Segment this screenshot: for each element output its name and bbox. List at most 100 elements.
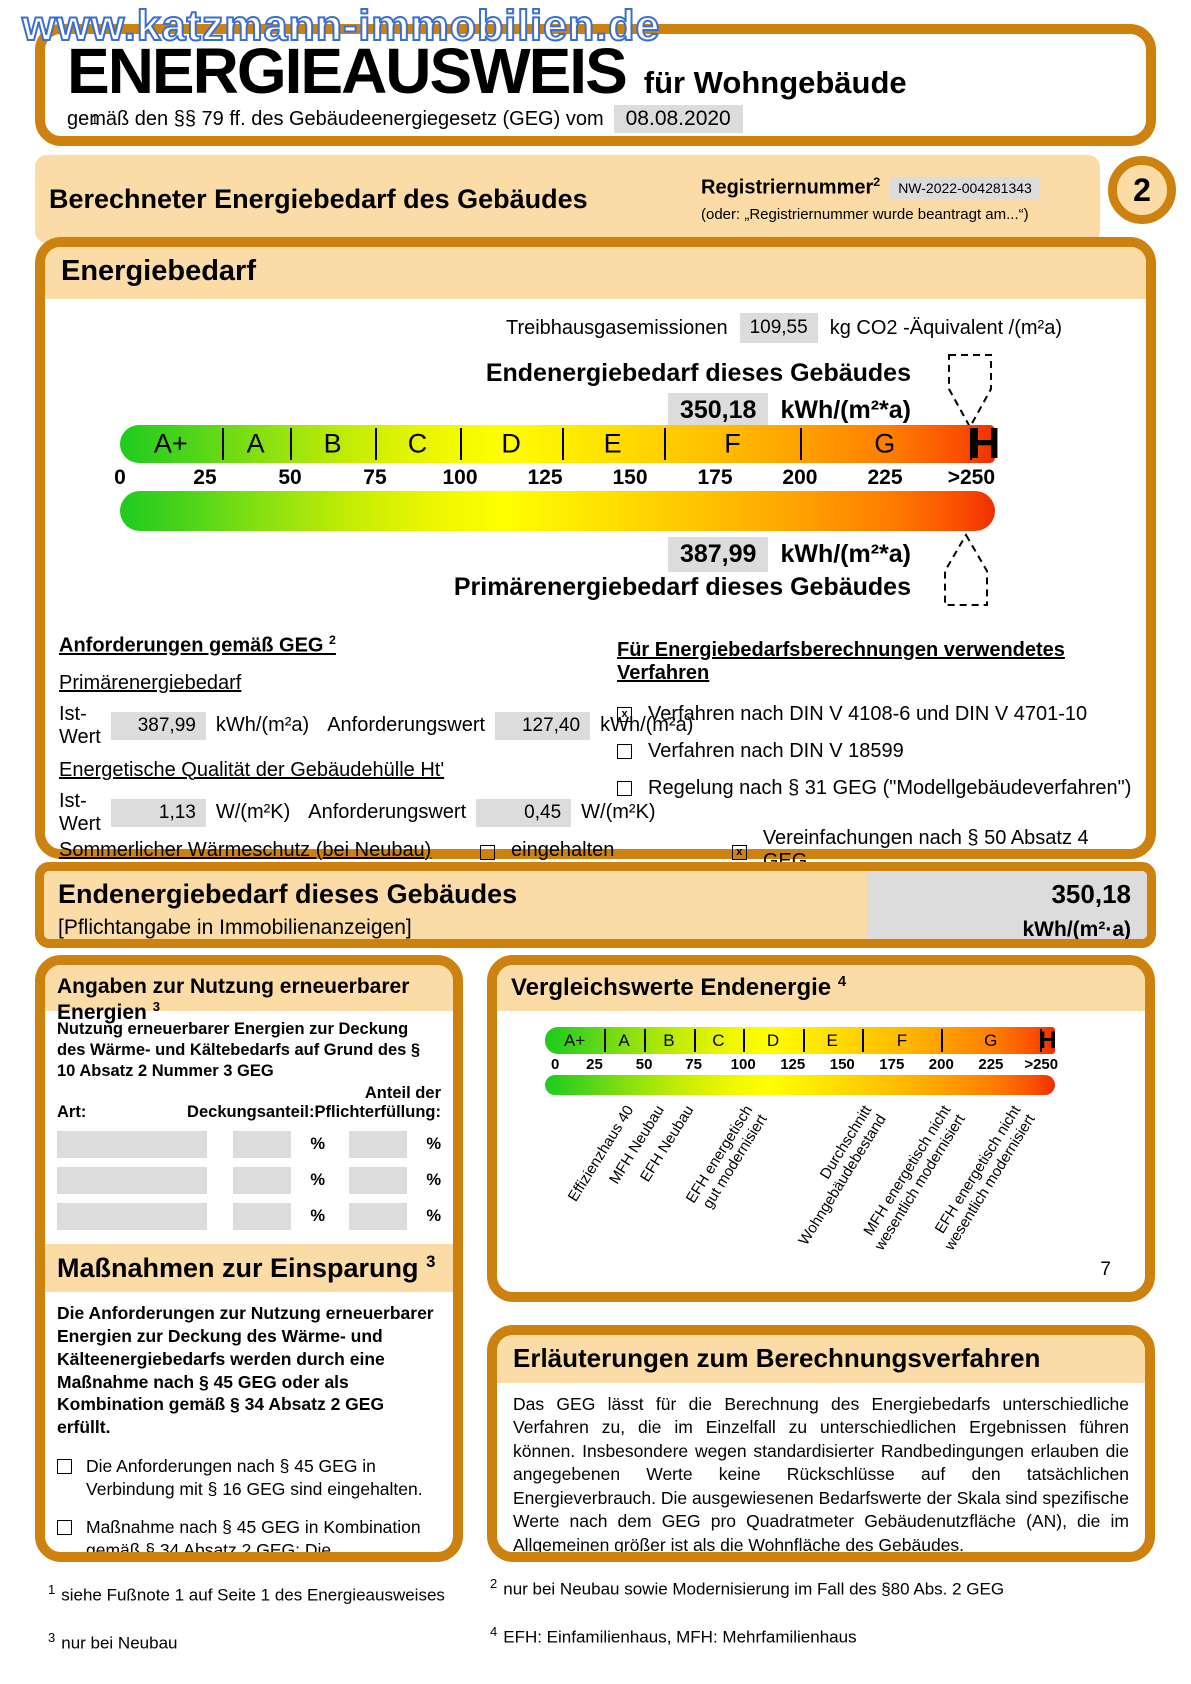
percent-sign: % xyxy=(310,1171,325,1190)
envelope-ist-value-field: 1,13 xyxy=(110,798,206,827)
final-energy-band: Endenergiebedarf dieses Gebäudes [Pflich… xyxy=(35,862,1156,948)
scale-class-label: G xyxy=(984,1030,998,1050)
scale-class-label: A xyxy=(246,428,265,459)
scale-tick: 125 xyxy=(780,1056,806,1073)
summer-heat-row: Sommerlicher Wärmeschutz (bei Neubau) ei… xyxy=(59,827,1132,873)
method-option-row: Verfahren nach DIN V 18599 xyxy=(617,740,1157,763)
method-option-row: Regelung nach § 31 GEG ("Modellgebäudeve… xyxy=(617,777,1157,800)
renewables-row: % % xyxy=(57,1131,441,1159)
scale-separator xyxy=(969,428,972,460)
method-option-label: Regelung nach § 31 GEG ("Modellgebäudeve… xyxy=(648,777,1132,799)
scale-tick: 25 xyxy=(193,466,217,489)
comparison-class-bar: A+ A B C D E F G H xyxy=(545,1027,1057,1054)
scale-class-label: E xyxy=(603,428,622,459)
method-column: Für Energiebedarfsberechnungen verwendet… xyxy=(617,639,1157,814)
scale-tick: 75 xyxy=(363,466,387,489)
footnote: 1 siehe Fußnote 1 auf Seite 1 des Energie… xyxy=(48,1582,445,1605)
title-row: ENERGIEAUSWEIS für Wohngebäude xyxy=(67,35,1124,107)
watermark-text: www.katzmann-immobilien.de xyxy=(21,1,661,51)
scale-tick: 150 xyxy=(829,1056,855,1073)
requirements-column: Anforderungen gemäß GEG 2 Primärenergieb… xyxy=(59,633,693,846)
checkbox-unchecked xyxy=(480,844,495,860)
measures-heading: Maßnahmen zur Einsparung 3 xyxy=(45,1244,453,1293)
final-energy-label: Endenergiebedarf dieses Gebäudes xyxy=(485,359,911,387)
comparison-scale-ticks: 0 25 50 75 100 125 150 175 200 225 >250 xyxy=(545,1054,1058,1075)
art-field xyxy=(57,1131,207,1159)
scale-class-label: C xyxy=(407,428,428,459)
scale-tick: >250 xyxy=(947,466,996,489)
registration-alt-text: (oder: „Registriernummer wurde beantragt… xyxy=(701,205,1029,223)
explanation-text: Das GEG lässt für die Berechnung des Ene… xyxy=(513,1394,1129,1555)
scale-class-label: G xyxy=(874,428,896,459)
document-title: ENERGIEAUSWEIS xyxy=(67,35,628,107)
percent-sign: % xyxy=(426,1135,441,1154)
measures-option-row: Die Anforderungen nach § 45 GEG in Verbi… xyxy=(57,1455,441,1501)
scale-separator xyxy=(941,1029,944,1052)
checkbox-unchecked xyxy=(617,744,632,759)
footnote: 4 EFH: Einfamilienhaus, MFH: Mehrfamilien… xyxy=(490,1624,857,1647)
renewables-row: % % xyxy=(57,1167,441,1195)
energy-scale-gradient-bar xyxy=(120,491,995,531)
ghg-label: Treibhausgasemissionen xyxy=(505,316,728,339)
comparison-panel: Vergleichswerte Endenergie 4 A+ A B C D … xyxy=(487,955,1155,1302)
scale-class-label: C xyxy=(712,1030,725,1050)
primary-demand-row: Ist-Wert 387,99 kWh/(m²a) Anforderungswe… xyxy=(59,703,693,749)
scale-class-label: B xyxy=(663,1030,675,1050)
checkbox-checked: x xyxy=(731,844,747,860)
anteil-field xyxy=(349,1203,407,1231)
scale-tick: 100 xyxy=(730,1056,756,1073)
registration-block: Registriernummer2 NW-2022-004281343 (ode… xyxy=(701,175,1086,223)
col-anteil-label: Anteil der Pflichterfüllung: xyxy=(314,1084,442,1122)
scale-tick: 75 xyxy=(685,1056,702,1073)
scale-separator xyxy=(290,428,292,460)
envelope-quality-heading: Energetische Qualität der Gebäudehülle H… xyxy=(59,758,445,781)
scale-tick: 200 xyxy=(782,466,818,489)
measures-option-label: Die Anforderungen nach § 45 GEG in Verbi… xyxy=(86,1455,423,1499)
comparison-footer-number: 7 xyxy=(1100,1259,1111,1280)
envelope-anf-value-field: 0,45 xyxy=(476,798,572,827)
comparison-scale: A+ A B C D E F G H 0 25 50 75 100 125 15… xyxy=(545,1027,1058,1095)
scale-separator xyxy=(222,428,225,460)
method-option-label: Verfahren nach DIN V 4108-6 und DIN V 47… xyxy=(648,703,1088,725)
percent-sign: % xyxy=(426,1207,441,1226)
primary-anf-unit: kWh/(m²a) xyxy=(600,714,694,737)
measures-intro: Die Anforderungen zur Nutzung erneuerbar… xyxy=(57,1303,434,1438)
ghg-unit: kg CO2 -Äquivalent /(m²a) xyxy=(829,316,1062,339)
calc-band: Berechneter Energiebedarf des Gebäudes R… xyxy=(35,155,1100,243)
scale-separator xyxy=(693,1029,696,1052)
deckung-field xyxy=(233,1203,291,1231)
comparison-heading: Vergleichswerte Endenergie 4 xyxy=(497,965,1145,1011)
page-number-badge: 2 xyxy=(1108,156,1176,224)
checkbox-unchecked xyxy=(57,1458,72,1474)
measures-option-row: Maßnahme nach § 45 GEG in Kombination ge… xyxy=(57,1516,441,1552)
scale-tick: 175 xyxy=(697,466,733,489)
final-energy-band-unit: kWh/(m²·a) xyxy=(1022,918,1132,941)
renewables-panel: Angaben zur Nutzung erneuerbarer Energie… xyxy=(35,955,463,1562)
footnote: 3 nur bei Neubau xyxy=(48,1630,178,1653)
scale-tick: 150 xyxy=(612,466,648,489)
primary-ist-value-field: 387,99 xyxy=(110,711,206,740)
summer-heat-check-label: eingehalten xyxy=(511,838,615,861)
scale-class-label: E xyxy=(826,1030,838,1050)
primary-demand-heading: Primärenergiebedarf xyxy=(59,671,242,694)
checkbox-unchecked xyxy=(617,781,632,796)
percent-sign: % xyxy=(426,1171,441,1190)
header-box: ENERGIEAUSWEIS für Wohngebäude gemäß den… xyxy=(35,24,1156,146)
scale-class-label: A+ xyxy=(153,428,188,459)
registration-label: Registriernummer2 xyxy=(701,175,881,199)
scale-class-label-h: H xyxy=(968,419,1001,468)
final-energy-value-field: 350,18 xyxy=(667,393,769,428)
renewables-row: % % xyxy=(57,1203,441,1231)
scale-class-label: A+ xyxy=(563,1030,586,1050)
primary-ist-unit: kWh/(m²a) xyxy=(215,714,310,737)
primary-energy-value-row: 387,99 kWh/(m²*a) xyxy=(667,537,911,572)
anforderung-label: Anforderungswert xyxy=(327,714,486,737)
explanation-heading: Erläuterungen zum Berechnungsverfahren xyxy=(497,1335,1145,1383)
anforderung-label: Anforderungswert xyxy=(308,801,467,824)
energy-scale-class-bar: A+ A B C D E F G H xyxy=(120,419,1000,468)
ghg-value-field: 109,55 xyxy=(739,313,818,343)
renewables-column-headers: Art: Deckungsanteil: Anteil der Pflichte… xyxy=(57,1084,441,1122)
comparison-labels: Effizienzhaus 40 MFH Neubau EFH Neubau E… xyxy=(497,1101,1145,1292)
renewables-heading: Angaben zur Nutzung erneuerbarer Energie… xyxy=(45,965,453,1024)
final-energy-band-left: Endenergiebedarf dieses Gebäudes [Pflich… xyxy=(44,871,867,939)
